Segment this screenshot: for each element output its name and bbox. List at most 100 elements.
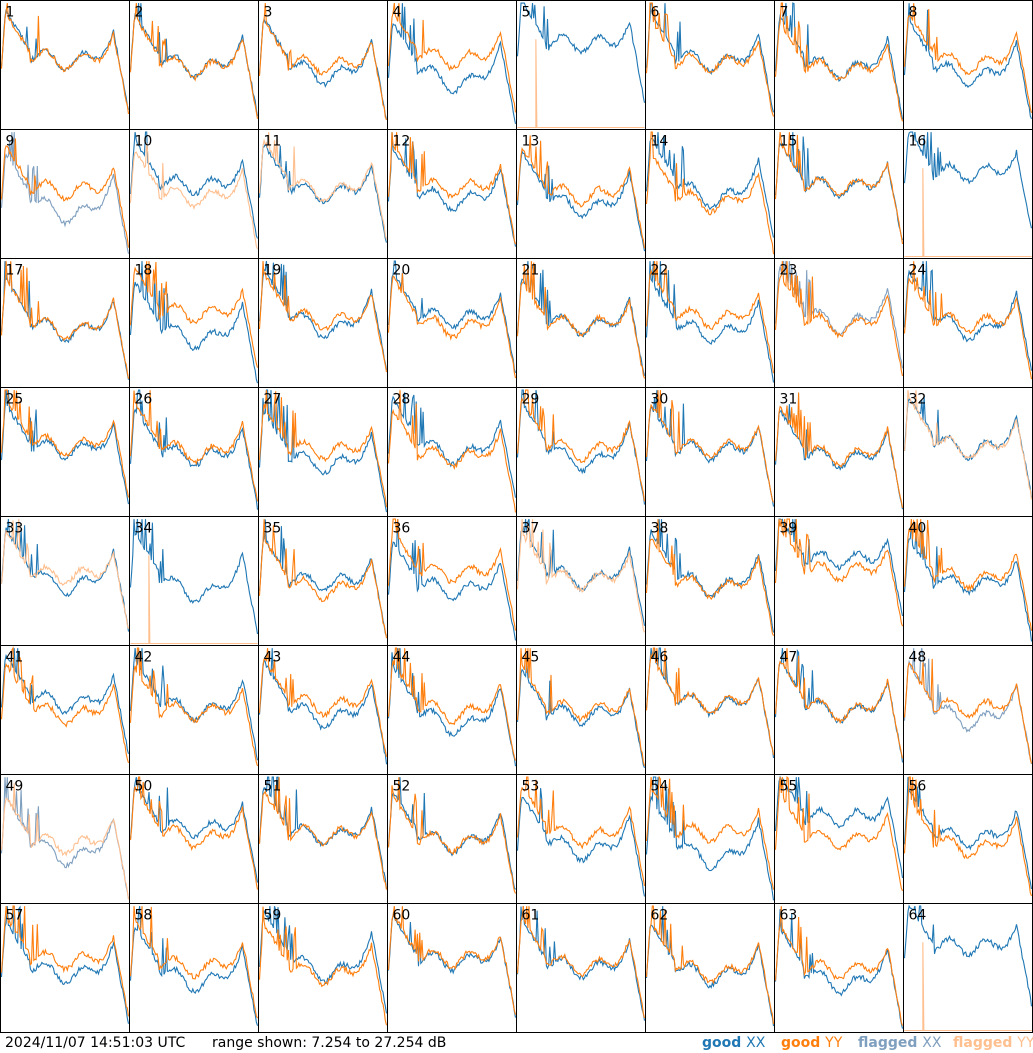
panel-14: 14 xyxy=(645,129,775,259)
panel-42: 42 xyxy=(129,645,259,775)
panel-35-yy-trace xyxy=(258,519,388,639)
panel-5-yy-trace xyxy=(517,39,645,129)
panel-frame xyxy=(0,0,130,130)
panel-frame xyxy=(645,0,775,130)
panel-frame xyxy=(258,0,388,130)
panel-label: 25 xyxy=(6,392,24,408)
panel-label: 41 xyxy=(6,650,24,666)
panel-37: 37 xyxy=(516,516,646,646)
panel-label: 60 xyxy=(393,908,411,924)
panel-34-xx-trace xyxy=(129,519,259,635)
panel-14-yy-trace xyxy=(645,131,775,255)
panel-frame xyxy=(387,387,517,517)
panel-20-xx-trace xyxy=(387,260,517,374)
panel-10-yy-trace xyxy=(129,143,259,250)
panel-56-xx-trace xyxy=(903,777,1033,890)
panel-label: 31 xyxy=(780,392,798,408)
panel-label: 19 xyxy=(264,263,282,279)
panel-62-yy-trace xyxy=(645,905,775,1025)
panel-59: 59 xyxy=(258,903,388,1033)
panel-51-yy-trace xyxy=(258,777,388,890)
panel-47-yy-trace xyxy=(774,648,904,759)
panel-21-xx-trace xyxy=(516,261,646,376)
panel-53-xx-trace xyxy=(516,788,646,897)
timestamp-text: 2024/11/07 14:51:03 UTC xyxy=(5,1035,186,1051)
panel-50: 50 xyxy=(129,774,259,904)
panel-61-yy-trace xyxy=(516,906,646,1019)
panel-label: 63 xyxy=(780,908,798,924)
panel-56: 56 xyxy=(903,774,1033,904)
panel-40-yy-trace xyxy=(903,519,1033,631)
panel-frame xyxy=(645,774,775,904)
panel-4-yy-trace xyxy=(387,3,517,113)
panel-label: 62 xyxy=(651,908,669,924)
panel-18-xx-trace xyxy=(129,261,259,384)
panel-55-yy-trace xyxy=(774,775,904,892)
panel-frame xyxy=(129,129,259,259)
panel-53: 53 xyxy=(516,774,646,904)
panel-23: 23 xyxy=(774,258,904,388)
panel-64: 64 xyxy=(903,903,1033,1033)
panel-label: 54 xyxy=(651,779,669,795)
panel-label: 26 xyxy=(135,392,153,408)
panel-frame xyxy=(774,645,904,775)
panel-7: 7 xyxy=(774,0,904,130)
legend-good-yy-pol: YY xyxy=(825,1035,843,1051)
panel-12: 12 xyxy=(387,129,517,259)
panel-44-xx-trace xyxy=(387,648,517,767)
panel-label: 11 xyxy=(264,134,282,150)
panel-49: 49 xyxy=(0,774,130,904)
panel-20-yy-trace xyxy=(387,273,517,379)
panel-label: 59 xyxy=(264,908,282,924)
panel-33: 33 xyxy=(0,516,130,646)
panel-32-xx-trace xyxy=(903,395,1033,498)
panel-46-yy-trace xyxy=(645,647,775,755)
legend-good-xx-pol: XX xyxy=(746,1035,766,1051)
panel-36-yy-trace xyxy=(387,518,517,631)
panel-62-xx-trace xyxy=(645,906,775,1027)
panel-4-xx-trace xyxy=(387,3,517,125)
panel-6-yy-trace xyxy=(645,2,775,117)
panel-frame xyxy=(645,903,775,1033)
panel-frame xyxy=(516,774,646,904)
panel-29: 29 xyxy=(516,387,646,517)
panel-23-yy-trace xyxy=(774,261,904,377)
panel-label: 49 xyxy=(6,779,24,795)
panel-frame xyxy=(0,774,130,904)
panel-58: 58 xyxy=(129,903,259,1033)
panel-label: 35 xyxy=(264,521,282,537)
panel-31: 31 xyxy=(774,387,904,517)
panel-12-yy-trace xyxy=(387,132,517,245)
panel-5: 5 xyxy=(516,0,646,130)
panel-27: 27 xyxy=(258,387,388,517)
panel-26-yy-trace xyxy=(129,390,259,502)
panel-label: 17 xyxy=(6,263,24,279)
panel-frame xyxy=(516,258,646,388)
footer-bar: 2024/11/07 14:51:03 UTC range shown: 7.2… xyxy=(0,1033,1033,1053)
panel-frame xyxy=(774,0,904,130)
panel-frame xyxy=(258,258,388,388)
panel-15-yy-trace xyxy=(774,132,904,244)
legend-flagged-xx-status: flagged xyxy=(858,1035,918,1051)
panel-label: 7 xyxy=(780,5,789,21)
panel-48: 48 xyxy=(903,645,1033,775)
panel-52: 52 xyxy=(387,774,517,904)
panel-49-yy-trace xyxy=(0,783,130,900)
panel-28-xx-trace xyxy=(387,392,517,498)
panel-frame xyxy=(903,0,1033,130)
panel-6: 6 xyxy=(645,0,775,130)
panel-label: 21 xyxy=(522,263,540,279)
panel-16-xx-trace xyxy=(903,131,1033,229)
panel-label: 50 xyxy=(135,779,153,795)
panel-50-yy-trace xyxy=(129,776,259,890)
panel-28-yy-trace xyxy=(387,390,517,513)
panel-26-xx-trace xyxy=(129,389,259,510)
panel-41-xx-trace xyxy=(0,648,130,754)
panel-label: 56 xyxy=(909,779,927,795)
panel-17: 17 xyxy=(0,258,130,388)
panel-22: 22 xyxy=(645,258,775,388)
panel-frame xyxy=(258,903,388,1033)
panel-38-yy-trace xyxy=(645,519,775,637)
panel-7-yy-trace xyxy=(774,2,904,122)
panel-label: 33 xyxy=(6,521,24,537)
